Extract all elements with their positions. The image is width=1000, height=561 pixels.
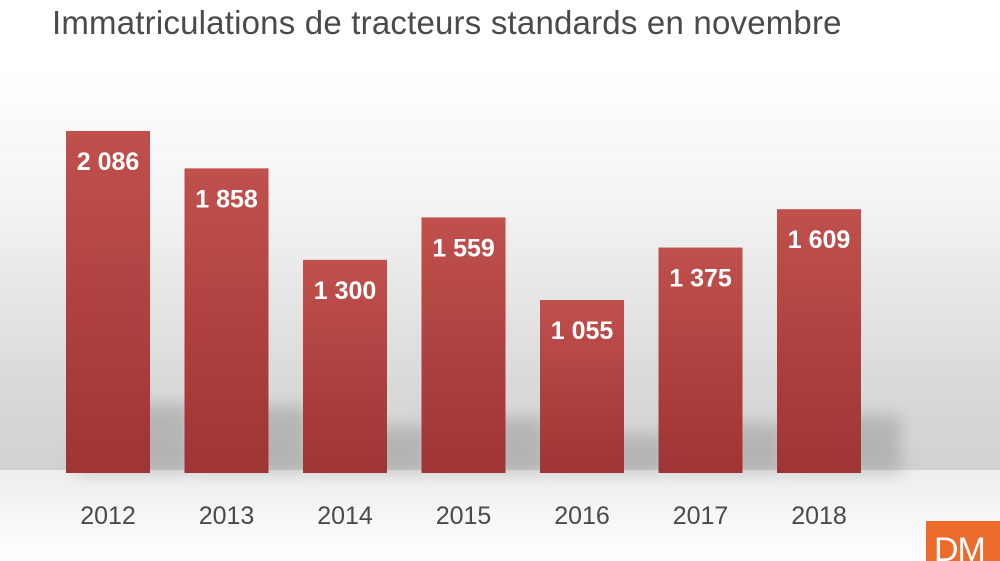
brand-logo: DM	[926, 521, 1000, 561]
value-label-2017: 1 375	[669, 265, 732, 293]
value-label-2018: 1 609	[788, 226, 851, 254]
value-label-2015: 1 559	[432, 234, 495, 262]
value-label-2014: 1 300	[314, 277, 377, 305]
bar-2018	[777, 209, 861, 473]
value-label-2012: 2 086	[77, 148, 140, 176]
bar-2012	[66, 131, 150, 473]
bar-2016	[540, 300, 624, 473]
bar-2013	[184, 168, 269, 474]
x-tick-label-2016: 2016	[554, 502, 610, 530]
x-tick-label-2014: 2014	[317, 502, 373, 530]
chart-title: Immatriculations de tracteurs standards …	[52, 4, 842, 41]
bar-2014	[303, 259, 387, 473]
value-label-2013: 1 858	[195, 185, 258, 213]
x-tick-label-2015: 2015	[436, 502, 492, 530]
x-tick-label-2012: 2012	[80, 502, 136, 530]
x-tick-label-2017: 2017	[673, 502, 729, 530]
value-label-2016: 1 055	[551, 317, 614, 345]
x-tick-label-2013: 2013	[199, 502, 255, 530]
x-tick-label-2018: 2018	[791, 502, 847, 530]
bar-2017	[658, 247, 743, 473]
logo-text: DM	[934, 531, 986, 561]
bar-2015	[421, 217, 506, 473]
plot-floor	[0, 470, 1000, 561]
